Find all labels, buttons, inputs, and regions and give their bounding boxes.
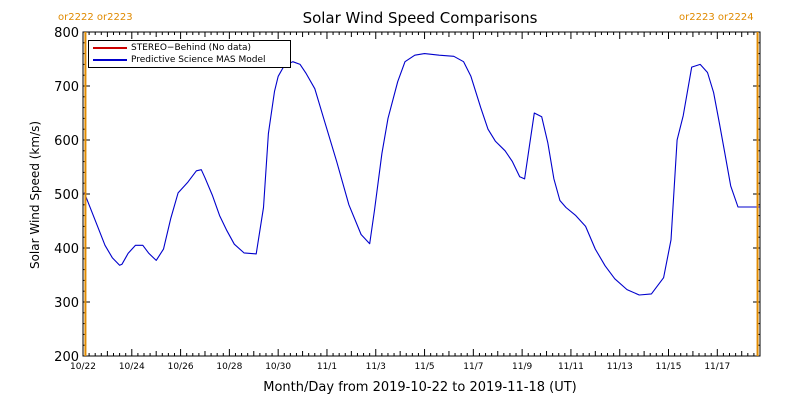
x-tick-label: 10/28 bbox=[216, 362, 242, 372]
orange-label-left-2: or2223 bbox=[96, 12, 133, 23]
y-axis-label: Solar Wind Speed (km/s) bbox=[28, 121, 42, 269]
x-tick-label: 11/1 bbox=[317, 362, 337, 372]
right-orange-labels: or2223 or2224 bbox=[679, 12, 754, 23]
x-tick-label: 11/11 bbox=[558, 362, 584, 372]
x-tick-label: 11/17 bbox=[704, 362, 730, 372]
x-tick-label: 10/24 bbox=[119, 362, 145, 372]
y-tick-label: 300 bbox=[54, 296, 79, 311]
x-tick-label: 11/5 bbox=[414, 362, 434, 372]
legend-item-mas-model: Predictive Science MAS Model bbox=[93, 54, 266, 66]
chart-title: Solar Wind Speed Comparisons bbox=[303, 9, 538, 27]
orange-label-right-2: or2224 bbox=[717, 12, 754, 23]
orange-label-left-1: or2222 bbox=[58, 12, 94, 23]
legend-swatch-red bbox=[93, 46, 127, 49]
y-tick-label: 800 bbox=[54, 26, 79, 41]
left-orange-labels: or2222 or2223 bbox=[58, 12, 133, 23]
x-tick-label: 10/22 bbox=[70, 362, 96, 372]
series-line-1 bbox=[83, 53, 760, 296]
y-tick-label: 600 bbox=[54, 134, 79, 149]
y-tick-label: 200 bbox=[54, 350, 79, 365]
x-tick-label: 11/7 bbox=[463, 362, 483, 372]
orange-label-right-1: or2223 bbox=[679, 12, 715, 23]
x-tick-label: 11/3 bbox=[366, 362, 386, 372]
y-tick-label: 700 bbox=[54, 80, 79, 95]
x-tick-label: 10/30 bbox=[265, 362, 291, 372]
legend: STEREO−Behind (No data) Predictive Scien… bbox=[88, 40, 291, 68]
x-axis-label: Month/Day from 2019-10-22 to 2019-11-18 … bbox=[263, 380, 576, 395]
axes: 200 300 400 500 600 700 800 10/22 10/24 10/26 10/2… bbox=[54, 26, 761, 372]
x-tick-label: 11/9 bbox=[512, 362, 532, 372]
legend-label-mas-model: Predictive Science MAS Model bbox=[131, 55, 266, 65]
y-tick-label: 500 bbox=[54, 188, 79, 203]
x-tick-label: 11/15 bbox=[656, 362, 682, 372]
legend-swatch-blue bbox=[93, 58, 127, 61]
x-tick-label: 10/26 bbox=[168, 362, 194, 372]
orange-boundary-markers bbox=[84, 32, 759, 356]
legend-item-stereo-behind: STEREO−Behind (No data) bbox=[93, 42, 251, 54]
y-tick-label: 400 bbox=[54, 242, 79, 257]
x-tick-label: 11/13 bbox=[607, 362, 633, 372]
legend-label-stereo-behind: STEREO−Behind (No data) bbox=[131, 43, 252, 53]
series-lines bbox=[83, 53, 760, 296]
